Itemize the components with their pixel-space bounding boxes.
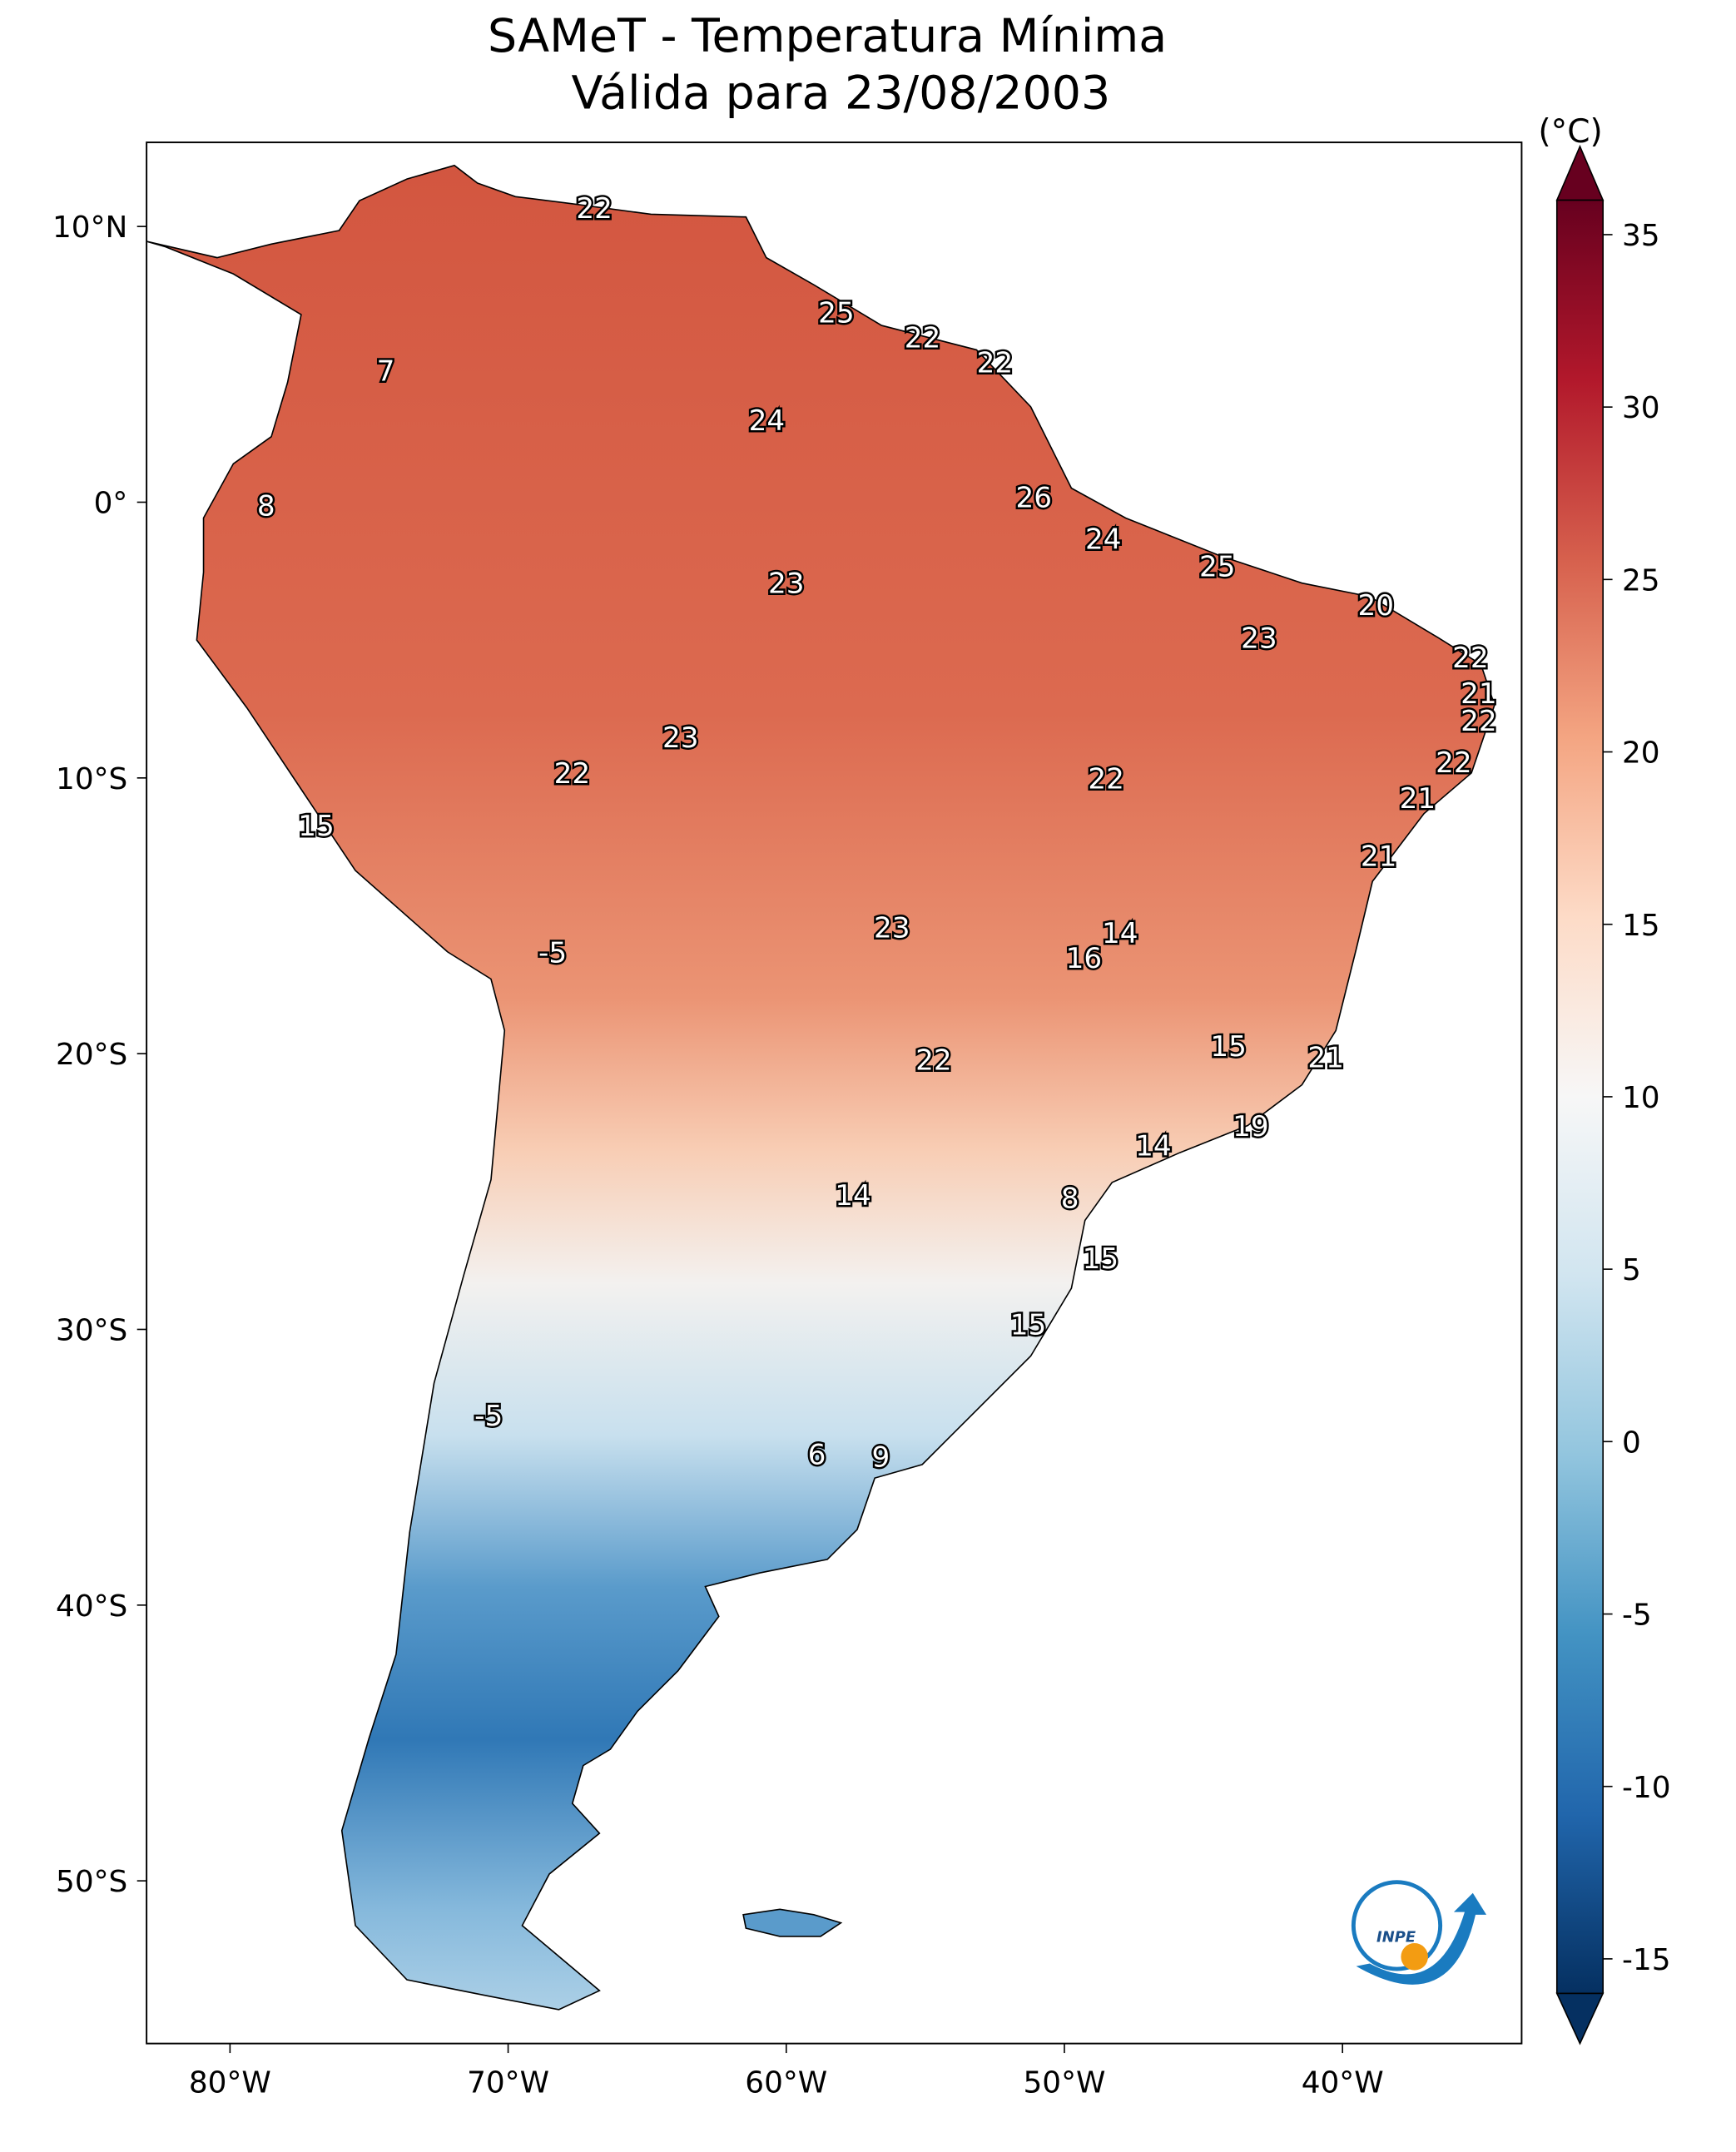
falkland-islands xyxy=(742,1908,843,1937)
temperature-label: 6 xyxy=(808,1438,826,1471)
temperature-label: 14 xyxy=(1135,1129,1172,1163)
y-tick-label: 50°S xyxy=(56,1865,127,1899)
land xyxy=(146,164,1495,2011)
temperature-label: 21 xyxy=(1400,782,1436,816)
map-frame xyxy=(146,141,1523,2045)
y-tick-label: 10°N xyxy=(52,211,127,245)
temperature-label: 16 xyxy=(1066,942,1103,975)
temperature-label: -5 xyxy=(538,936,567,969)
colorbar-tick-label: -15 xyxy=(1622,1943,1671,1977)
y-tick-label: 10°S xyxy=(56,762,127,796)
temperature-label: 7 xyxy=(377,355,395,388)
temperature-label: 21 xyxy=(1307,1041,1344,1074)
temperature-label: -5 xyxy=(474,1400,503,1433)
temperature-label: 19 xyxy=(1233,1110,1269,1143)
temperature-label: 22 xyxy=(915,1044,952,1078)
temperature-label: 15 xyxy=(1010,1309,1047,1342)
x-tick-label: 80°W xyxy=(189,2065,271,2100)
y-tick-label: 0° xyxy=(94,487,128,521)
colorbar-tick-label: 15 xyxy=(1622,909,1660,943)
temperature-label: 23 xyxy=(768,567,805,600)
temperature-label: 14 xyxy=(1102,917,1138,950)
svg-text:INPE: INPE xyxy=(1376,1928,1416,1946)
colorbar-tick-label: 20 xyxy=(1622,736,1660,771)
temperature-label: 8 xyxy=(1061,1182,1079,1215)
temperature-label: 22 xyxy=(1452,642,1489,675)
colorbar-tick-label: 35 xyxy=(1622,219,1660,253)
temperature-label: 22 xyxy=(1436,746,1472,780)
south-america xyxy=(146,164,1495,2011)
temperature-label: 21 xyxy=(1461,677,1497,711)
temperature-label: 23 xyxy=(1241,622,1277,656)
temperature-label: 22 xyxy=(1088,763,1124,796)
temperature-label: 22 xyxy=(576,192,613,226)
colorbar-tick-label: 10 xyxy=(1622,1081,1660,1115)
x-tick-label: 60°W xyxy=(745,2065,827,2100)
temperature-label: 15 xyxy=(298,810,335,843)
temperature-label: 25 xyxy=(1199,551,1236,584)
temperature-label: 22 xyxy=(977,346,1014,379)
colorbar-tick-label: 25 xyxy=(1622,563,1660,598)
temperature-label: 9 xyxy=(872,1441,890,1475)
colorbar-tick-label: -5 xyxy=(1622,1599,1652,1633)
x-tick-label: 70°W xyxy=(467,2065,549,2100)
y-tick-label: 20°S xyxy=(56,1038,127,1072)
temperature-label: 21 xyxy=(1361,840,1397,873)
temperature-label: 22 xyxy=(554,757,591,791)
colorbar-tick-label: 0 xyxy=(1622,1426,1641,1460)
x-tick-label: 40°W xyxy=(1302,2065,1384,2100)
temperature-label: 22 xyxy=(1461,705,1497,738)
temperature-label: 20 xyxy=(1358,589,1395,622)
colorbar-label: (°C) xyxy=(1538,113,1602,151)
map-subtitle: Válida para 23/08/2003 xyxy=(572,67,1111,120)
colorbar-extend-max xyxy=(1555,144,1605,201)
temperature-label: 22 xyxy=(905,321,941,355)
temperature-label: 25 xyxy=(818,297,855,330)
y-tick-label: 30°S xyxy=(56,1314,127,1348)
temperature-label: 23 xyxy=(662,721,699,755)
temperature-label: 14 xyxy=(835,1179,871,1212)
temperature-label: 24 xyxy=(1085,523,1122,556)
colorbar-tick-label: -10 xyxy=(1622,1771,1671,1805)
colorbar-extend-min xyxy=(1555,1992,1605,2045)
temperature-label: 26 xyxy=(1015,482,1052,515)
temperature-label: 23 xyxy=(874,912,910,945)
temperature-label: 15 xyxy=(1210,1030,1247,1064)
temperature-label: 24 xyxy=(749,404,786,438)
map-title: SAMeT - Temperatura Mínima xyxy=(488,10,1167,63)
temperature-label: 15 xyxy=(1083,1242,1119,1276)
x-tick-label: 50°W xyxy=(1024,2065,1106,2100)
temperature-label: 8 xyxy=(257,490,275,523)
colorbar-tick-label: 30 xyxy=(1622,391,1660,425)
y-tick-label: 40°S xyxy=(56,1589,127,1624)
colorbar-tick-label: 5 xyxy=(1622,1253,1641,1287)
colorbar xyxy=(1555,199,1604,1995)
inpe-logo: INPE xyxy=(1351,1880,1487,1985)
